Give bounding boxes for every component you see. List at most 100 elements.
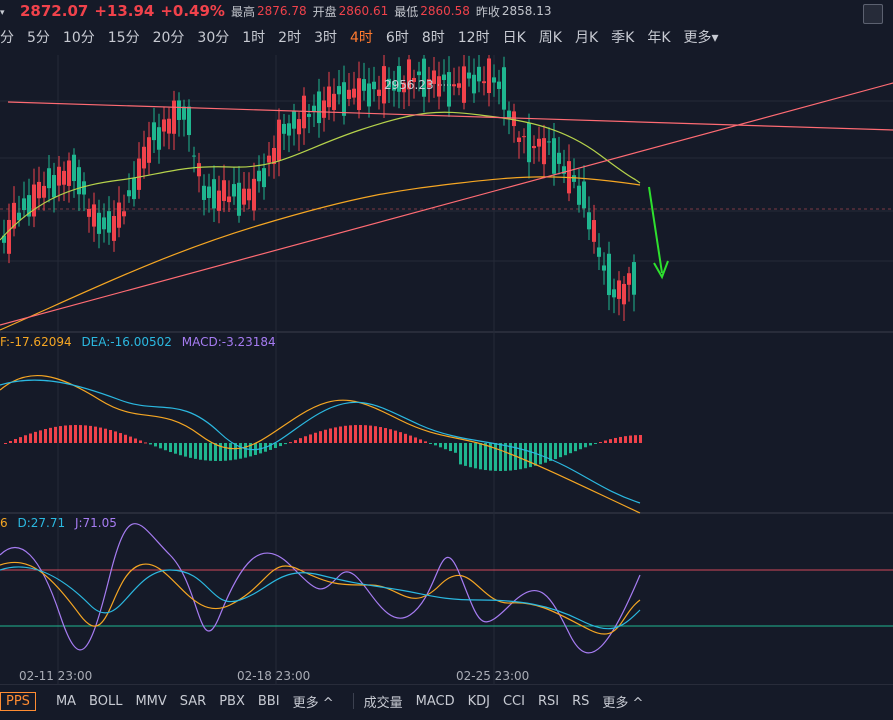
macd-bar [534, 443, 537, 466]
interval-10[interactable]: 6时 [385, 30, 409, 46]
interval-2[interactable]: 10分 [62, 30, 95, 46]
main-indicator-tab-4[interactable]: PBX [219, 693, 245, 709]
interval-14[interactable]: 周K [538, 30, 562, 46]
interval-0[interactable]: 分 [0, 30, 14, 46]
sub-indicator-tab-1[interactable]: MACD [415, 693, 455, 709]
macd-bar [329, 428, 332, 443]
candle-body [222, 180, 226, 201]
candle-body [277, 119, 281, 161]
macd-bar [114, 431, 117, 443]
candle-body [32, 184, 36, 217]
interval-8[interactable]: 3时 [314, 30, 337, 46]
interval-1[interactable]: 5分 [27, 30, 50, 46]
candle-body [122, 211, 126, 217]
candle-body [387, 78, 391, 88]
macd-bar [389, 429, 392, 443]
macd-bar [229, 443, 232, 461]
interval-11[interactable]: 8时 [421, 30, 445, 46]
candle-body [2, 235, 6, 243]
interval-18[interactable]: 更多▾ [683, 30, 719, 46]
candle-body [242, 188, 246, 205]
candle-body [502, 67, 506, 110]
candle-body [157, 127, 161, 150]
macd-bar [214, 443, 217, 461]
candle-body [342, 82, 346, 116]
main-indicator-tab-1[interactable]: BOLL [89, 693, 123, 709]
macd-bar [354, 425, 357, 443]
candle-body [377, 89, 381, 96]
candle-body [47, 168, 51, 189]
candle-body [117, 202, 121, 228]
macd-bar [484, 443, 487, 471]
j-line [0, 523, 641, 654]
main-indicator-tab-3[interactable]: SAR [179, 693, 207, 709]
macd-bar [594, 443, 597, 444]
high-value: 2876.78 [256, 4, 307, 18]
last-price: 2872.07 [20, 2, 89, 20]
macd-bar [49, 427, 52, 443]
main-indicator-tab-0[interactable]: MA [55, 693, 77, 709]
macd-bar [509, 443, 512, 471]
interval-6[interactable]: 1时 [242, 30, 266, 46]
candle-body [207, 186, 211, 199]
interval-17[interactable]: 年K [647, 30, 671, 46]
macd-bar [34, 431, 37, 443]
sub-indicator-tab-0[interactable]: 成交量 [363, 695, 403, 711]
candle-body [517, 137, 521, 142]
interval-16[interactable]: 季K [611, 30, 635, 46]
macd-bar [479, 443, 482, 470]
macd-bar [624, 436, 627, 443]
macd-bar [244, 443, 247, 458]
interval-5[interactable]: 30分 [197, 30, 230, 46]
indicator-tab-bar: PPS MA BOLL MMV SAR PBX BBI 更多 ^ 成交量 MACD KDJ CCI R… [0, 688, 893, 714]
candle-body [112, 215, 116, 241]
candle-body [437, 76, 441, 97]
macd-bar [344, 425, 347, 443]
macd-bar [444, 443, 447, 450]
candle-body [417, 71, 421, 76]
candle-body [22, 198, 26, 211]
sub-indicator-tab-5[interactable]: RS [572, 693, 590, 709]
macd-bar [104, 428, 107, 443]
candle-body [302, 95, 306, 129]
macd-bar [79, 425, 82, 443]
candle-body [392, 81, 396, 91]
macd-bar [284, 443, 287, 445]
candle-body [187, 106, 191, 136]
candle-body [247, 188, 251, 201]
kline-chart[interactable]: 2956.23 02-11 23:00 02-18 23:00 02-25 23… [0, 55, 893, 685]
main-indicator-tab-6[interactable]: 更多 ^ [292, 695, 334, 711]
macd-bar [614, 437, 617, 443]
main-indicator-tab-2[interactable]: MMV [135, 693, 167, 709]
macd-bar [304, 436, 307, 443]
interval-9[interactable]: 4时 [350, 30, 373, 46]
macd-bar [524, 443, 527, 469]
interval-13[interactable]: 日K [502, 30, 526, 46]
macd-bar [44, 429, 47, 443]
sub-indicator-tab-4[interactable]: RSI [537, 693, 560, 709]
sub-indicator-tab-2[interactable]: KDJ [467, 693, 490, 709]
main-indicator-tab-5[interactable]: BBI [257, 693, 280, 709]
macd-bar [369, 425, 372, 443]
indicator-lines [0, 82, 893, 331]
macd-bar [314, 432, 317, 443]
candle-body [477, 66, 481, 82]
sub-indicator-tab-3[interactable]: CCI [502, 693, 525, 709]
sub-indicator-tab-6[interactable]: 更多 ^ [602, 695, 644, 711]
interval-3[interactable]: 15分 [107, 30, 140, 46]
candle-body [137, 158, 141, 190]
macd-bar [64, 425, 67, 443]
interval-7[interactable]: 2时 [278, 30, 302, 46]
tab-pps[interactable]: PPS [0, 691, 36, 711]
candle-body [587, 212, 591, 230]
interval-12[interactable]: 12时 [457, 30, 490, 46]
candle-body [572, 175, 576, 182]
macd-bar [549, 443, 552, 461]
candle-body [627, 273, 631, 285]
fullscreen-button[interactable] [863, 4, 883, 24]
interval-15[interactable]: 月K [574, 30, 599, 46]
interval-4[interactable]: 20分 [152, 30, 185, 46]
macd-bar [89, 425, 92, 443]
macd-bar [4, 443, 7, 444]
symbol-dropdown[interactable]: ▾ [0, 4, 14, 19]
